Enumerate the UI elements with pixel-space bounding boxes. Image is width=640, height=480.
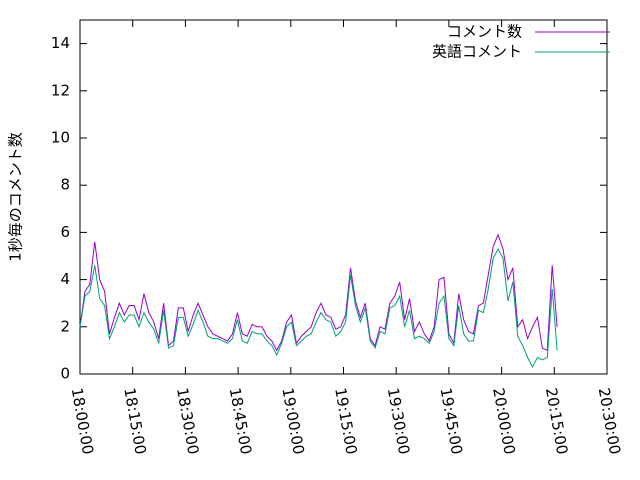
y-tick-label: 0	[60, 365, 70, 383]
series-line	[79, 247, 558, 369]
x-tick-label: 18:45:00	[226, 386, 255, 455]
x-tick-label: 18:15:00	[120, 386, 149, 455]
y-tick-label: 12	[51, 81, 70, 99]
x-tick-label: 19:45:00	[437, 386, 466, 455]
legend-label: コメント数	[447, 23, 522, 41]
series-line	[79, 233, 558, 352]
y-tick-label: 4	[60, 270, 70, 288]
x-tick-label: 20:15:00	[542, 386, 571, 455]
y-tick-label: 14	[51, 34, 70, 52]
legend-label: 英語コメント	[432, 43, 522, 61]
y-tick-label: 8	[60, 176, 70, 194]
x-tick-label: 20:30:00	[595, 386, 624, 455]
x-tick-label: 19:30:00	[384, 386, 413, 455]
x-tick-label: 18:00:00	[68, 386, 97, 455]
x-tick-label: 19:15:00	[331, 386, 360, 455]
y-axis-label: 1秒毎のコメント数	[7, 132, 25, 262]
y-tick-label: 2	[60, 317, 70, 335]
y-tick-label: 10	[51, 129, 70, 147]
x-tick-label: 20:00:00	[489, 386, 518, 455]
x-tick-label: 19:00:00	[278, 386, 307, 455]
y-tick-label: 6	[60, 223, 70, 241]
x-tick-label: 18:30:00	[173, 386, 202, 455]
